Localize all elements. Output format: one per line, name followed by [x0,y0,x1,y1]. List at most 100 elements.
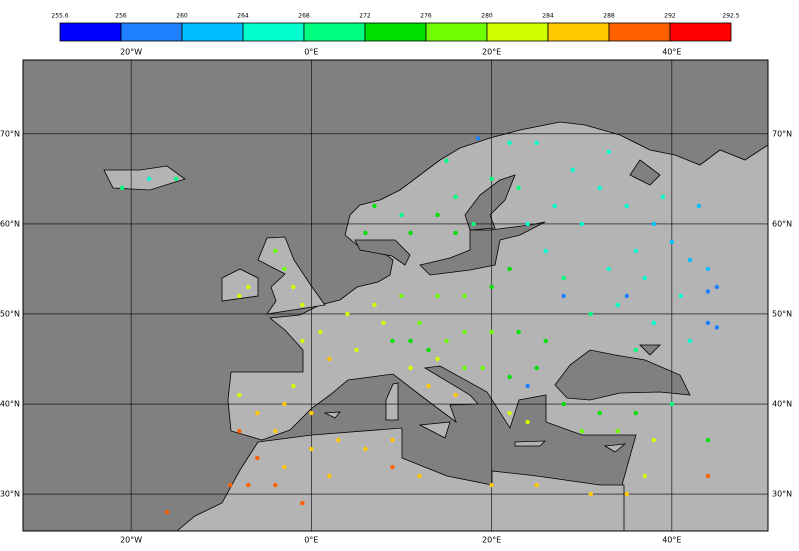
station [475,136,481,141]
stations [119,136,720,515]
station [246,482,251,488]
lat-label-left: 40°N [0,400,20,409]
station [624,491,629,497]
station [705,266,711,272]
station [579,221,584,227]
station [435,212,440,218]
station [381,320,386,326]
station [552,203,557,209]
station [561,275,566,281]
station [435,356,440,362]
station [705,437,711,443]
station [327,473,332,479]
lon-label-top: 20°W [120,48,142,57]
graticule [23,60,768,531]
station [408,230,413,236]
station [372,302,377,308]
station [651,437,657,443]
station [453,230,458,236]
colorbar-segment [59,22,122,42]
cyprus [603,443,627,453]
station [399,212,404,218]
lon-label-top: 0°E [304,48,318,57]
station [705,320,711,326]
colorbar-tick-label: 288 [603,13,615,20]
station [228,482,233,488]
sicily [418,421,451,439]
station [516,185,521,191]
colorbar-tick-label: 276 [420,13,432,20]
colorbar-tick-label: 292.5 [722,13,739,20]
station [291,284,296,290]
station [543,248,548,254]
station [714,325,720,330]
station [291,383,296,389]
colorbar-tick-label: 280 [481,13,493,20]
station [453,392,458,398]
station [687,338,693,344]
station [615,302,620,308]
station [246,284,251,290]
station [363,230,368,236]
colorbar-segment [425,22,488,42]
station [633,347,638,353]
station [606,266,611,272]
station [255,410,260,416]
station [678,293,684,299]
colorbar-tick-label: 272 [359,13,371,20]
station [300,338,305,344]
great-britain [257,236,326,315]
north-sea-strait [354,239,411,266]
lat-label-right: 50°N [772,309,792,318]
station [462,329,467,335]
station [444,338,449,344]
lat-label-right: 60°N [772,219,792,228]
station [606,149,611,155]
station [417,473,422,479]
africa [175,427,625,532]
station [444,158,449,164]
colorbar-tick-label: 260 [176,13,188,20]
colorbar-segment [364,22,427,42]
station [507,266,512,272]
station [273,482,278,488]
station [705,289,711,294]
station [237,293,242,299]
station [417,320,422,326]
station [408,338,413,344]
station [588,491,593,497]
station [669,401,675,407]
lon-label-bottom: 40°E [662,536,681,545]
baltic-sea [419,221,546,276]
station [687,257,693,263]
eurasia [227,121,769,532]
station [390,338,395,344]
colorbar-segment [486,22,549,42]
station [489,329,494,335]
station [372,203,377,209]
station [309,446,314,452]
station [588,311,593,317]
lon-label-bottom: 0°E [304,536,318,545]
sea-of-azov [639,344,661,356]
station [489,284,494,290]
station [327,356,332,362]
lon-label-bottom: 20°E [482,536,501,545]
station [471,221,476,227]
station [489,176,494,182]
station [660,194,666,200]
station [714,284,720,290]
station [237,392,242,398]
station [363,446,368,452]
station [570,167,575,173]
lat-label-left: 30°N [0,490,20,499]
land [103,121,769,532]
station [633,248,638,254]
station [300,500,305,506]
station [173,176,179,182]
station [624,293,629,299]
station [624,203,629,209]
corsica-sardinia [385,382,399,421]
station [426,383,431,389]
station [525,221,530,227]
